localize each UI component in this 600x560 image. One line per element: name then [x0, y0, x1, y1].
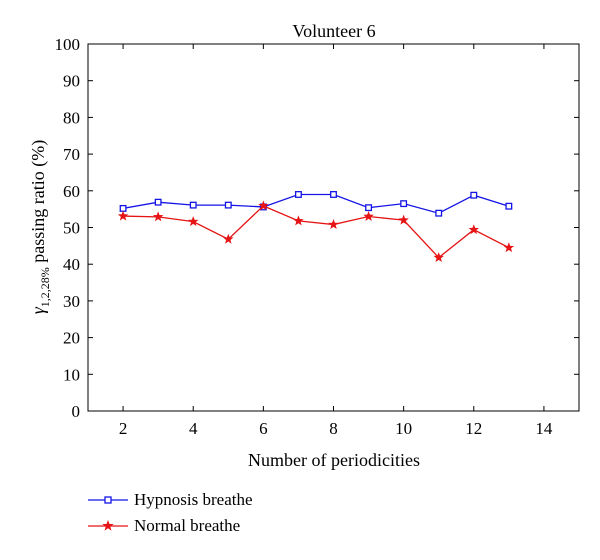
- y-axis-label: γ1,2,28% passing ratio (%): [28, 140, 52, 315]
- y-axis-label-subscript: 1,2,28%: [38, 267, 52, 307]
- data-point-normal: [328, 219, 339, 230]
- data-point-normal: [187, 216, 199, 227]
- data-point-hypnosis: [189, 201, 197, 209]
- legend-label-normal: Normal breathe: [134, 516, 241, 535]
- data-point-hypnosis: [119, 204, 127, 212]
- y-axis: 0 10 20 30 40 50 60 70 80 90 100: [55, 35, 579, 421]
- x-axis-label: Number of periodicities: [248, 450, 420, 470]
- data-point-normal: [398, 214, 409, 225]
- data-point-hypnosis: [154, 198, 162, 206]
- data-point-hypnosis: [365, 204, 373, 212]
- x-tick-label: 4: [189, 419, 198, 438]
- x-tick-label: 14: [535, 419, 553, 438]
- data-point-normal: [363, 210, 374, 221]
- legend-item-hypnosis: Hypnosis breathe: [88, 488, 348, 514]
- legend-label-hypnosis: Hypnosis breathe: [134, 490, 253, 509]
- legend-swatch-normal: [88, 520, 128, 531]
- chart-title: Volunteer 6: [292, 21, 375, 41]
- data-point-normal: [258, 200, 269, 211]
- series-layer: [117, 191, 515, 263]
- data-point-hypnosis: [330, 191, 337, 198]
- y-tick-label: 100: [55, 35, 81, 54]
- y-tick-label: 70: [63, 145, 80, 164]
- data-point-hypnosis: [505, 202, 513, 210]
- data-point-hypnosis: [470, 191, 478, 199]
- y-tick-label: 60: [63, 182, 80, 201]
- y-tick-label: 0: [72, 402, 81, 421]
- x-tick-label: 6: [259, 419, 268, 438]
- data-point-normal: [152, 211, 164, 222]
- plot-area-frame: [87, 43, 580, 412]
- data-point-normal: [117, 210, 129, 221]
- data-point-hypnosis: [224, 201, 232, 209]
- data-point-normal: [503, 242, 515, 253]
- x-axis: 2 4 6 8 10 12 14: [119, 44, 553, 438]
- y-tick-label: 80: [63, 108, 80, 127]
- data-point-normal: [223, 233, 234, 244]
- data-point-hypnosis: [294, 191, 302, 198]
- y-tick-label: 30: [63, 292, 80, 311]
- legend-item-normal: Normal breathe: [88, 514, 348, 540]
- y-tick-label: 90: [63, 72, 80, 91]
- y-tick-label: 20: [63, 329, 80, 348]
- x-tick-label: 10: [395, 419, 412, 438]
- x-tick-label: 2: [119, 419, 128, 438]
- series-line-hypnosis: [122, 193, 510, 214]
- legend: Hypnosis breathe Normal breathe: [88, 488, 348, 540]
- legend-swatch-hypnosis: [88, 496, 128, 504]
- data-point-normal: [433, 252, 444, 263]
- y-tick-label: 50: [63, 219, 80, 238]
- data-point-normal: [293, 215, 304, 226]
- data-point-hypnosis: [435, 209, 443, 217]
- y-tick-label: 40: [63, 255, 80, 274]
- series-line-normal: [123, 205, 510, 259]
- data-point-normal: [468, 224, 480, 235]
- data-point-hypnosis: [400, 200, 408, 208]
- y-tick-label: 10: [63, 365, 80, 384]
- x-tick-label: 12: [465, 419, 482, 438]
- y-axis-label-symbol: γ: [28, 306, 48, 314]
- x-tick-label: 8: [329, 419, 338, 438]
- y-axis-label-text: passing ratio (%): [28, 140, 49, 267]
